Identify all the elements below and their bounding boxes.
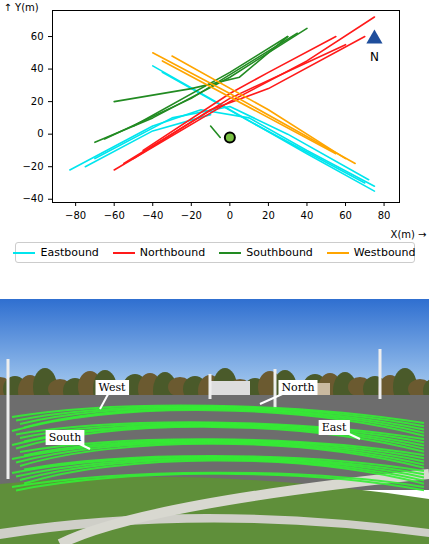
html-text:Northbound: Northbound — [139, 246, 206, 259]
svg-text:40: 40 — [301, 210, 314, 221]
svg-text:20: 20 — [262, 210, 275, 221]
svg-text:0: 0 — [227, 210, 233, 221]
svg-text:↑ Y(m): ↑ Y(m) — [4, 2, 39, 13]
svg-text:−80: −80 — [65, 210, 86, 221]
svg-text:−60: −60 — [104, 210, 125, 221]
svg-text:South: South — [49, 431, 82, 444]
svg-text:20: 20 — [31, 96, 44, 107]
svg-text:80: 80 — [378, 210, 391, 221]
svg-text:−20: −20 — [22, 161, 43, 172]
svg-text:N: N — [370, 50, 379, 64]
svg-text:60: 60 — [339, 210, 352, 221]
svg-text:−20: −20 — [181, 210, 202, 221]
svg-text:0: 0 — [37, 128, 43, 139]
html-text:Eastbound: Eastbound — [40, 246, 99, 259]
svg-text:−40: −40 — [142, 210, 163, 221]
svg-text:40: 40 — [31, 63, 44, 74]
svg-text:West: West — [99, 381, 127, 394]
svg-text:60: 60 — [31, 31, 44, 42]
svg-text:−40: −40 — [22, 193, 43, 204]
svg-text:East: East — [322, 421, 347, 434]
html-text:Southbound: Southbound — [246, 246, 313, 259]
html-text:Westbound: Westbound — [353, 246, 416, 259]
svg-text:X(m) →: X(m) → — [391, 229, 427, 240]
svg-text:North: North — [281, 381, 314, 394]
